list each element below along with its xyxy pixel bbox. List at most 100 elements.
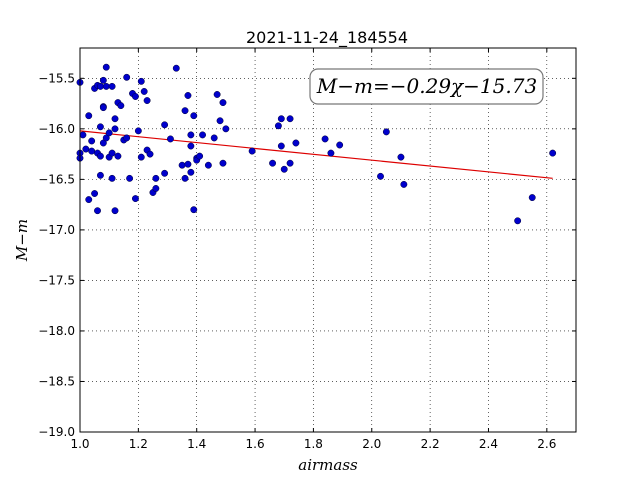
data-point (152, 185, 160, 192)
x-tick-label: 2.0 (362, 437, 381, 451)
data-point (172, 64, 180, 72)
x-tick-label: 1.4 (187, 437, 206, 451)
data-point (88, 137, 96, 145)
x-axis-label: airmass (298, 456, 358, 474)
x-tick-labels: 1.0 1.2 1.4 1.6 1.8 2.0 2.2 2.4 2.6 (70, 437, 556, 451)
data-point (178, 161, 186, 169)
data-point (99, 139, 107, 147)
grid (79, 48, 576, 433)
chart-title: 2021-11-24_184554 (246, 28, 408, 48)
y-tick-labels: −15.5 −16.0 −16.5 −17.0 −17.5 −18.0 −18.5 −19.0 (38, 71, 75, 439)
x-tick-label: 1.2 (129, 437, 148, 451)
data-point (131, 195, 139, 203)
data-point (187, 131, 195, 139)
data-point (280, 165, 288, 173)
data-point (85, 112, 93, 120)
data-point (96, 123, 104, 131)
data-point (269, 159, 277, 167)
data-point (143, 97, 151, 104)
y-tick-label: −17.5 (38, 273, 75, 287)
data-point (196, 152, 204, 160)
data-point (321, 135, 329, 143)
data-point (397, 153, 405, 161)
data-point (96, 152, 104, 160)
data-point (184, 160, 192, 168)
data-point (382, 128, 390, 136)
fit-equation: M−m=−0.29χ−15.73 (316, 74, 537, 98)
fit-line (79, 130, 553, 179)
y-tick-label: −16.0 (38, 122, 75, 136)
data-point (94, 207, 101, 215)
data-point (102, 134, 110, 142)
data-point (400, 180, 408, 188)
data-point (187, 142, 195, 150)
x-tick-label: 1.0 (70, 437, 89, 451)
data-point (514, 217, 522, 225)
data-point (286, 159, 294, 167)
data-point (111, 125, 119, 133)
data-point (137, 77, 145, 85)
data-point (137, 153, 145, 161)
data-point (222, 125, 230, 133)
data-point (190, 112, 198, 120)
data-point (277, 115, 285, 123)
data-point (102, 82, 110, 90)
y-tick-label: −18.5 (38, 374, 75, 388)
x-tick-label: 1.6 (246, 437, 265, 451)
data-point (277, 142, 285, 150)
data-point (161, 169, 169, 177)
data-point (140, 88, 148, 95)
data-point (85, 196, 93, 204)
x-tick-label: 2.6 (537, 437, 556, 451)
data-points (76, 63, 557, 225)
data-point (96, 171, 104, 179)
data-point (111, 207, 119, 215)
fit-equation-box: M−m=−0.29χ−15.73 (309, 68, 544, 105)
data-point (105, 129, 113, 137)
data-point (219, 159, 227, 167)
data-point (96, 82, 104, 90)
data-point (181, 107, 189, 115)
data-point (114, 152, 122, 160)
y-tick-label: −16.5 (38, 172, 75, 186)
data-point (166, 135, 174, 143)
data-point (216, 117, 224, 125)
data-point (152, 174, 160, 182)
axis-ticks (79, 48, 576, 433)
data-point (111, 115, 119, 123)
data-point (274, 122, 282, 130)
data-point (327, 149, 335, 157)
data-point (99, 104, 107, 112)
y-axis-label: M−m (13, 219, 31, 262)
data-point (248, 147, 256, 155)
data-point (108, 149, 116, 157)
data-point (126, 174, 134, 182)
data-point (123, 134, 131, 142)
data-point (210, 134, 218, 142)
data-point (88, 147, 96, 155)
data-point (108, 174, 116, 182)
data-point (146, 150, 154, 158)
y-tick-label: −15.5 (38, 71, 75, 85)
data-point (199, 131, 206, 139)
data-point (79, 131, 87, 139)
data-point (102, 63, 110, 71)
data-point (549, 149, 557, 157)
data-point (292, 139, 300, 147)
data-point (181, 174, 189, 182)
x-tick-label: 2.4 (479, 437, 498, 451)
data-point (336, 141, 344, 149)
data-point (123, 73, 131, 81)
data-point (108, 82, 116, 90)
y-tick-label: −17.0 (38, 223, 75, 237)
data-point (117, 102, 125, 110)
data-point (131, 93, 139, 100)
data-point (134, 127, 142, 135)
data-point (161, 121, 169, 129)
x-tick-label: 2.2 (421, 437, 440, 451)
data-point (82, 145, 90, 153)
annotation-box (309, 68, 544, 105)
data-point (219, 99, 227, 107)
x-tick-label: 1.8 (304, 437, 323, 451)
data-point (377, 172, 384, 180)
